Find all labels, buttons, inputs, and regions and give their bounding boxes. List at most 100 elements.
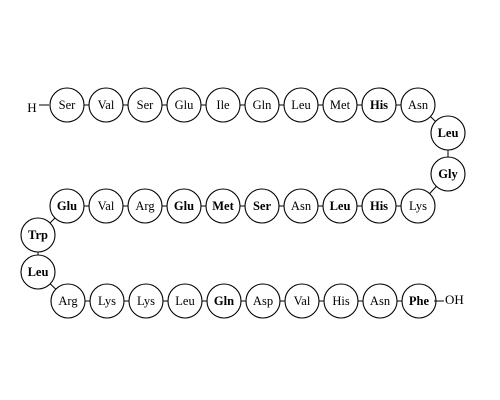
- residue-label: Val: [294, 294, 311, 308]
- residue-22: Glu: [49, 188, 85, 224]
- residue-label: Leu: [175, 294, 195, 308]
- residue-circle: [245, 283, 281, 319]
- residue-circle: [167, 283, 203, 319]
- residue-label: Asn: [370, 294, 391, 308]
- residue-circle: [205, 87, 241, 123]
- residue-6: Gln: [244, 87, 280, 123]
- residue-21: Val: [88, 188, 124, 224]
- residue-label: Ser: [253, 199, 272, 213]
- residue-label: Arg: [135, 199, 155, 213]
- residue-circle: [400, 188, 436, 224]
- residue-circle: [20, 217, 56, 253]
- residue-29: Gln: [206, 283, 242, 319]
- residue-circle: [49, 87, 85, 123]
- residue-circle: [50, 283, 86, 319]
- residue-label: Leu: [28, 265, 49, 279]
- residue-label: Met: [330, 98, 351, 112]
- residue-circle: [244, 188, 280, 224]
- residue-circle: [283, 87, 319, 123]
- residue-33: Asn: [362, 283, 398, 319]
- residue-label: Leu: [438, 126, 459, 140]
- residue-25: Arg: [50, 283, 86, 319]
- residue-circle: [323, 283, 359, 319]
- residue-label: Arg: [58, 294, 78, 308]
- c-terminus-label: OH: [445, 292, 464, 307]
- residue-19: Glu: [166, 188, 202, 224]
- residue-2: Val: [88, 87, 124, 123]
- residue-circle: [206, 283, 242, 319]
- residue-circle: [166, 87, 202, 123]
- residue-label: Lys: [409, 199, 427, 213]
- residue-14: His: [361, 188, 397, 224]
- residue-label: Asp: [253, 294, 273, 308]
- residue-3: Ser: [127, 87, 163, 123]
- residue-4: Glu: [166, 87, 202, 123]
- residue-30: Asp: [245, 283, 281, 319]
- residue-label: Ser: [137, 98, 155, 112]
- residue-circle: [322, 87, 358, 123]
- residue-18: Met: [205, 188, 241, 224]
- residue-10: Asn: [400, 87, 436, 123]
- residue-label: Met: [212, 199, 234, 213]
- residue-circle: [127, 188, 163, 224]
- residue-label: Gln: [214, 294, 234, 308]
- residue-label: His: [332, 294, 350, 308]
- residue-26: Lys: [89, 283, 125, 319]
- residue-16: Asn: [283, 188, 319, 224]
- residue-circle: [430, 156, 466, 192]
- residue-label: Trp: [28, 228, 48, 242]
- residue-circle: [284, 283, 320, 319]
- residue-31: Val: [284, 283, 320, 319]
- residue-label: Asn: [408, 98, 429, 112]
- residue-5: Ile: [205, 87, 241, 123]
- residue-label: Leu: [291, 98, 311, 112]
- residue-label: Gly: [438, 167, 458, 181]
- residue-label: Val: [98, 98, 115, 112]
- residue-circle: [88, 188, 124, 224]
- residue-label: His: [370, 199, 388, 213]
- residue-13: Lys: [400, 188, 436, 224]
- residue-1: Ser: [49, 87, 85, 123]
- residue-label: Lys: [137, 294, 155, 308]
- residue-label: Leu: [330, 199, 351, 213]
- residue-label: Asn: [291, 199, 312, 213]
- residue-chain: Ser Val Ser Glu Ile Gln Leu Met His Asn Leu Gly Lys H…: [20, 87, 466, 319]
- residue-17: Ser: [244, 188, 280, 224]
- residue-circle: [322, 188, 358, 224]
- residue-circle: [49, 188, 85, 224]
- residue-label: Gln: [253, 98, 273, 112]
- residue-label: Val: [98, 199, 115, 213]
- residue-9: His: [361, 87, 397, 123]
- residue-circle: [361, 188, 397, 224]
- residue-label: Glu: [57, 199, 77, 213]
- residue-34: Phe: [401, 283, 437, 319]
- residue-15: Leu: [322, 188, 358, 224]
- residue-32: His: [323, 283, 359, 319]
- residue-circle: [244, 87, 280, 123]
- residue-12: Gly: [430, 156, 466, 192]
- residue-circle: [430, 115, 466, 151]
- residue-label: Phe: [409, 294, 430, 308]
- residue-circle: [166, 188, 202, 224]
- residue-circle: [127, 87, 163, 123]
- residue-8: Met: [322, 87, 358, 123]
- residue-label: His: [370, 98, 388, 112]
- residue-label: Ser: [59, 98, 77, 112]
- residue-circle: [362, 283, 398, 319]
- n-terminus-label: H: [27, 100, 36, 115]
- residue-label: Ile: [216, 98, 230, 112]
- residue-11: Leu: [430, 115, 466, 151]
- residue-23: Trp: [20, 217, 56, 253]
- residue-28: Leu: [167, 283, 203, 319]
- residue-circle: [89, 283, 125, 319]
- residue-label: Glu: [174, 199, 194, 213]
- residue-24: Leu: [20, 254, 56, 290]
- residue-circle: [88, 87, 124, 123]
- residue-circle: [20, 254, 56, 290]
- residue-label: Lys: [98, 294, 116, 308]
- residue-7: Leu: [283, 87, 319, 123]
- residue-label: Glu: [175, 98, 195, 112]
- residue-circle: [128, 283, 164, 319]
- residue-20: Arg: [127, 188, 163, 224]
